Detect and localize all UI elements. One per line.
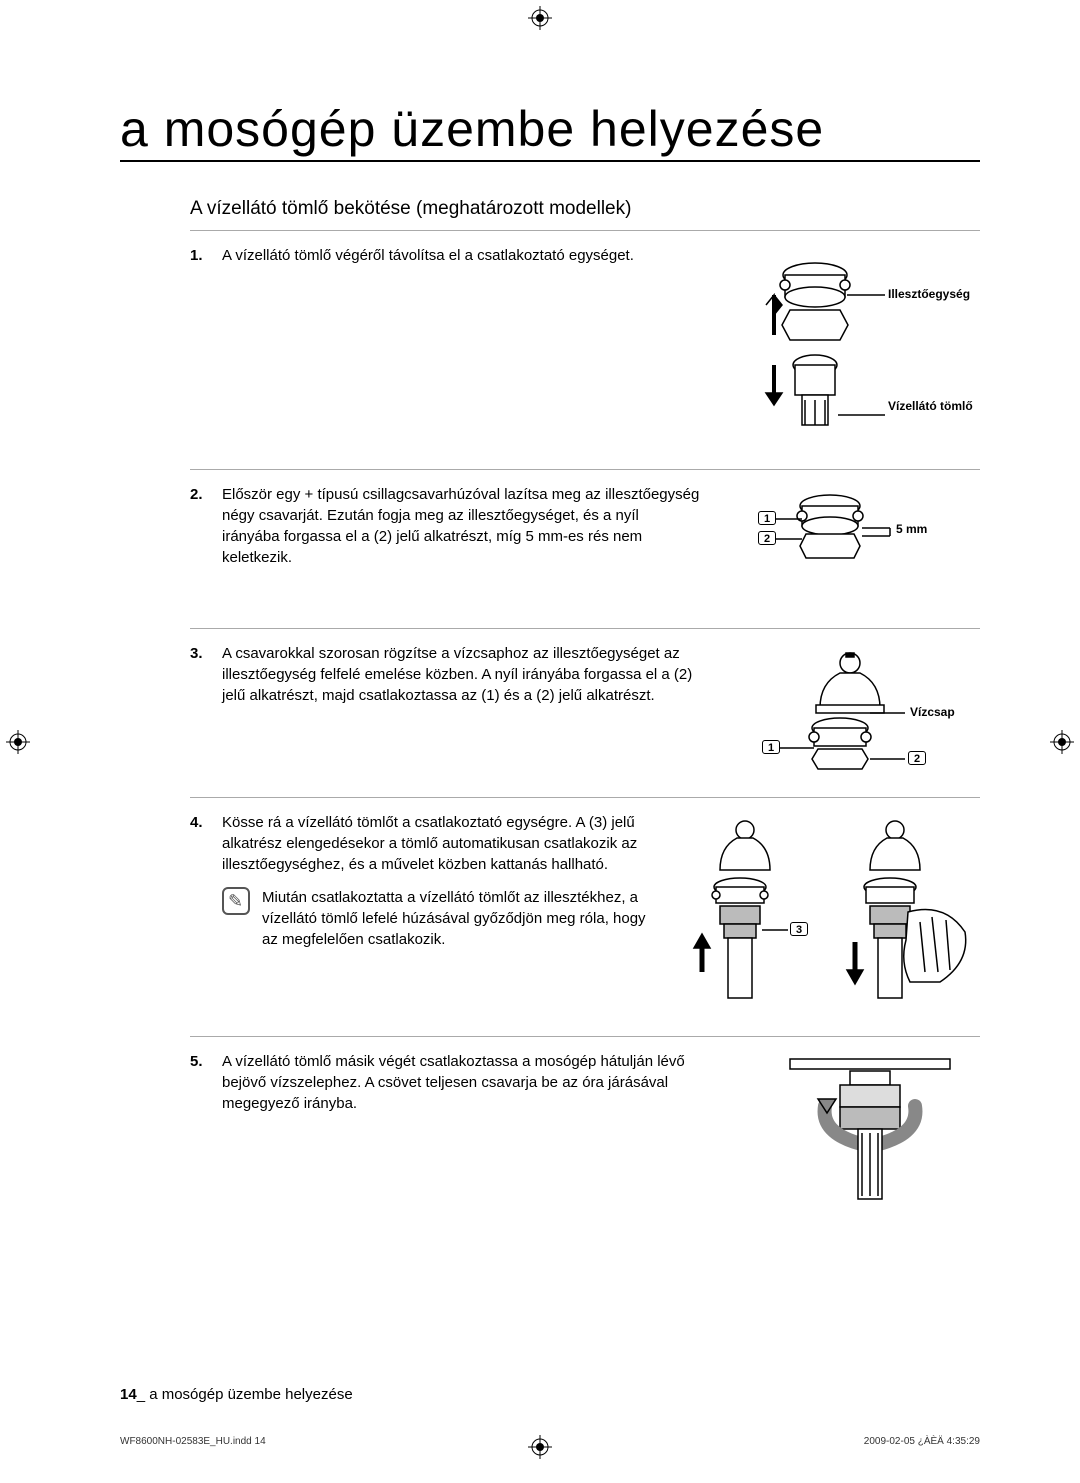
print-date: 2009-02-05 ¿ÀÈÄ 4:35:29: [864, 1436, 980, 1447]
page-title: a mosógép üzembe helyezése: [120, 100, 980, 162]
callout-number: 2: [908, 751, 926, 765]
page-number: 14: [120, 1386, 137, 1403]
footer-label: a mosógép üzembe helyezése: [149, 1386, 352, 1403]
step-2: 2. Először egy + típusú csillagcsavarhúz…: [190, 469, 980, 628]
callout-number: 2: [758, 531, 776, 545]
step-number: 3.: [190, 643, 212, 773]
step-body: A csavarokkal szorosan rögzítse a vízcsa…: [222, 643, 700, 773]
step-4: 4. Kösse rá a vízellátó tömlőt a csatlak…: [190, 797, 980, 1036]
figure-label: 5 mm: [896, 522, 927, 536]
section-subtitle: A vízellátó tömlő bekötése (meghatározot…: [190, 198, 980, 220]
note-text: Miután csatlakoztatta a vízellátó tömlőt…: [262, 887, 650, 950]
note-icon: [222, 887, 250, 915]
step-body: Először egy + típusú csillagcsavarhúzóva…: [222, 484, 700, 604]
step-body: A vízellátó tömlő végéről távolítsa el a…: [222, 245, 700, 445]
registration-mark-icon: [528, 6, 552, 30]
step-figure: [720, 1051, 980, 1201]
content-area: A vízellátó tömlő bekötése (meghatározot…: [120, 198, 980, 1225]
step-5: 5. A vízellátó tömlő másik végét csatlak…: [190, 1036, 980, 1225]
step-number: 4.: [190, 812, 212, 1012]
registration-mark-icon: [1050, 730, 1074, 754]
step-figure: 3: [670, 812, 980, 1012]
figure-label: Illesztőegység: [888, 287, 970, 301]
step-3: 3. A csavarokkal szorosan rögzítse a víz…: [190, 628, 980, 797]
print-metadata: WF8600NH-02583E_HU.indd 14 2009-02-05 ¿À…: [120, 1436, 980, 1447]
footer-sep: _: [137, 1386, 145, 1403]
print-file: WF8600NH-02583E_HU.indd 14: [120, 1436, 266, 1447]
step-1: 1. A vízellátó tömlő végéről távolítsa e…: [190, 230, 980, 469]
callout-number: 3: [790, 922, 808, 936]
figure-label: Vízcsap: [910, 705, 955, 719]
step-text: Kösse rá a vízellátó tömlőt a csatlakozt…: [222, 814, 637, 873]
step-number: 2.: [190, 484, 212, 604]
callout-number: 1: [758, 511, 776, 525]
step-number: 1.: [190, 245, 212, 445]
step-body: Kösse rá a vízellátó tömlőt a csatlakozt…: [222, 812, 650, 1012]
registration-mark-icon: [6, 730, 30, 754]
step-body: A vízellátó tömlő másik végét csatlakozt…: [222, 1051, 700, 1201]
page-footer: 14_ a mosógép üzembe helyezése: [120, 1386, 353, 1403]
figure-label: Vízellátó tömlő: [888, 400, 973, 413]
step-figure: Illesztőegység Vízellátó tömlő: [720, 245, 980, 445]
note: Miután csatlakoztatta a vízellátó tömlőt…: [222, 887, 650, 950]
step-figure: 1 2 Vízcsap: [720, 643, 980, 773]
step-figure: 1 2 5 mm: [720, 484, 980, 604]
step-number: 5.: [190, 1051, 212, 1201]
callout-number: 1: [762, 740, 780, 754]
